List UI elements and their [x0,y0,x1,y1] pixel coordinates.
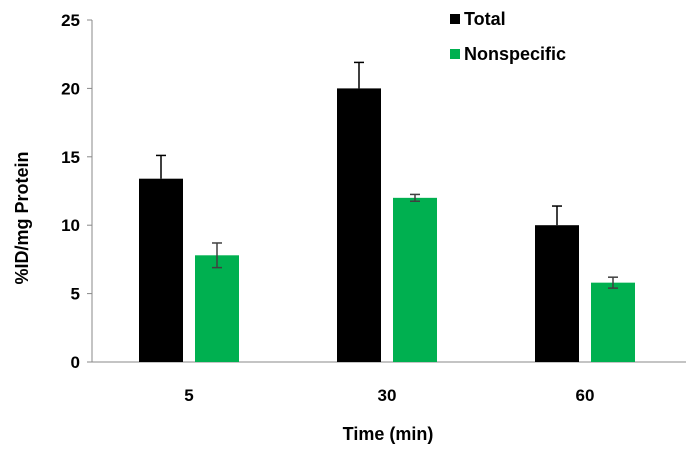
bar-nonspecific-5 [195,255,239,362]
legend-swatch-nonspecific [450,49,460,59]
legend-label-total: Total [464,9,506,29]
y-axis-title: %ID/mg Protein [12,151,32,284]
legend-label-nonspecific: Nonspecific [464,44,566,64]
x-tick-label: 30 [378,386,397,405]
bar-total-60 [535,225,579,362]
bar-total-30 [337,88,381,363]
x-tick-label: 60 [576,386,595,405]
legend-swatch-total [450,14,460,24]
plot-area: 0 5 10 15 20 25 5 30 60 Total Nonspecific [61,9,686,405]
bar-nonspecific-30 [393,197,437,362]
x-axis-title: Time (min) [343,424,434,444]
bar-total-5 [139,178,183,362]
y-tick-label: 10 [61,216,80,235]
bar-nonspecific-60 [591,282,635,362]
y-tick-label: 25 [61,11,80,30]
x-tick-label: 5 [184,386,193,405]
y-tick-label: 5 [71,285,80,304]
y-tick-label: 0 [71,353,80,372]
y-tick-label: 20 [61,79,80,98]
y-tick-label: 15 [61,148,80,167]
